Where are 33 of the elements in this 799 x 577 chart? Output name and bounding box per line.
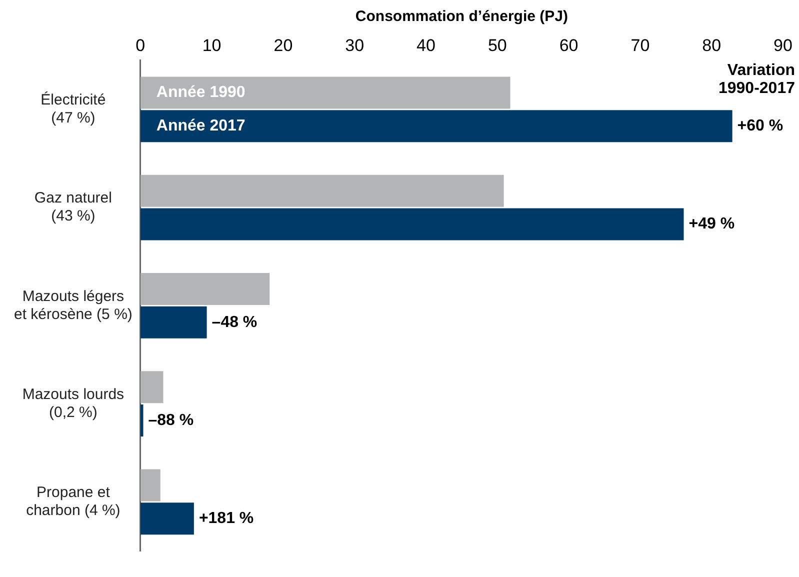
bar: [140, 469, 160, 502]
x-tick-label: 30: [345, 36, 364, 55]
series-label: Année 1990: [156, 84, 246, 102]
annotation: –88 %: [148, 412, 194, 429]
x-tick-label: 20: [274, 36, 293, 55]
bar: [140, 502, 194, 535]
x-tick-label: 80: [702, 36, 722, 55]
bar: [140, 208, 684, 240]
annotation: +181 %: [198, 510, 254, 528]
bar: [140, 306, 207, 338]
series-label: Année 2017: [156, 118, 246, 135]
bar: [140, 174, 504, 207]
annotation: –48 %: [212, 314, 258, 331]
bar: [140, 371, 164, 404]
bar: [140, 76, 510, 109]
annotation: +60 %: [737, 118, 784, 135]
bar: [140, 110, 732, 142]
x-tick-label: 0: [136, 36, 146, 55]
x-tick-label: 10: [202, 36, 222, 55]
annotation: Variation 1990-2017: [718, 62, 796, 98]
y-tick-label: Propane et charbon (4 %): [26, 484, 120, 520]
bar: [140, 273, 270, 306]
x-tick-label: 70: [630, 36, 650, 55]
y-tick-label: Électricité (47 %): [40, 90, 106, 127]
y-tick-label: Mazouts lourds (0,2 %): [22, 386, 124, 421]
x-axis-title: Consommation d’énergie (PJ): [355, 8, 568, 26]
x-tick-label: 90: [774, 36, 792, 55]
y-tick-label: Gaz naturel (43 %): [34, 190, 112, 225]
y-tick-label: Mazouts légers et kérosène (5 %): [14, 288, 132, 323]
x-tick-label: 50: [488, 36, 507, 55]
annotation: +49 %: [688, 216, 735, 233]
x-tick-label: 60: [559, 36, 578, 55]
x-tick-label: 40: [416, 36, 436, 55]
